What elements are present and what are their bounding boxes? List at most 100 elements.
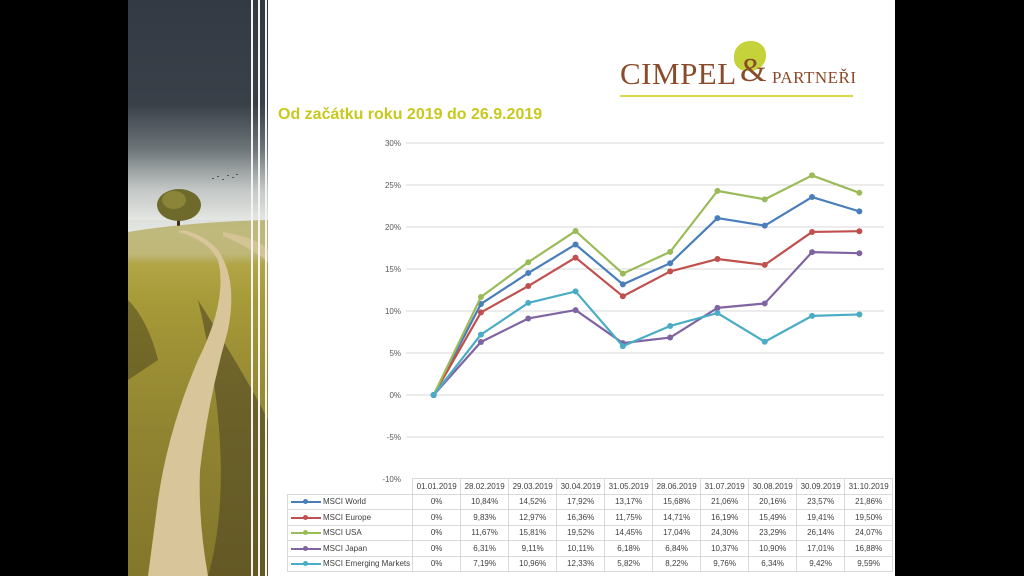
- data-label: 15,49%: [748, 509, 798, 526]
- decorative-line: [265, 0, 267, 576]
- data-point: [856, 311, 863, 318]
- decorative-line: [258, 0, 260, 576]
- data-label: 15,81%: [508, 524, 558, 541]
- data-label: 9,42%: [796, 555, 846, 572]
- data-label: 13,17%: [604, 493, 654, 510]
- data-label: 15,68%: [652, 493, 702, 510]
- data-point: [856, 189, 863, 196]
- data-label: 9,11%: [508, 540, 558, 557]
- data-label: 14,45%: [604, 524, 654, 541]
- series-msci-europe: [430, 228, 863, 398]
- data-point: [667, 260, 674, 267]
- y-tick-label: 0%: [389, 391, 401, 400]
- field-path-image: [128, 110, 268, 576]
- data-label: 10,84%: [460, 493, 510, 510]
- data-label: 12,97%: [508, 509, 558, 526]
- data-point: [809, 312, 816, 319]
- series-line: [432, 251, 860, 396]
- data-point: [572, 288, 579, 295]
- legend-key-icon: [291, 499, 321, 505]
- data-point: [525, 270, 532, 277]
- x-tick-label: 30.08.2019: [748, 478, 798, 495]
- data-label: 20,16%: [748, 493, 798, 510]
- x-tick-label: 31.05.2019: [604, 478, 654, 495]
- data-point: [667, 268, 674, 275]
- x-tick-label: 30.04.2019: [556, 478, 606, 495]
- leaf-icon: [734, 41, 766, 71]
- dirt-path: [148, 230, 232, 576]
- data-point: [809, 172, 816, 179]
- data-label: 9,59%: [844, 555, 894, 572]
- legend-entry: MSCI USA: [286, 524, 414, 541]
- data-point: [572, 241, 579, 248]
- x-tick-label: 31.07.2019: [700, 478, 750, 495]
- data-label: 7,19%: [460, 555, 510, 572]
- data-label: 11,67%: [460, 524, 510, 541]
- data-point: [619, 293, 626, 300]
- logo-brand: CIMPEL: [620, 56, 737, 91]
- data-point: [809, 228, 816, 235]
- data-label: 14,71%: [652, 509, 702, 526]
- logo-partners: PARTNEŘI: [772, 68, 857, 87]
- data-point: [572, 254, 579, 261]
- data-point: [430, 392, 437, 398]
- data-label: 6,18%: [604, 540, 654, 557]
- data-label: 9,83%: [460, 509, 510, 526]
- legend-entry: MSCI Europe: [286, 509, 414, 526]
- series-msci-usa: [430, 172, 863, 398]
- data-point: [477, 309, 484, 316]
- data-point: [477, 331, 484, 338]
- data-point: [572, 228, 579, 235]
- line-chart: 30% 25% 20% 15% 10% 5% 0% -5% -10%: [382, 139, 884, 484]
- data-label: 23,29%: [748, 524, 798, 541]
- legend-entry: MSCI Emerging Markets: [286, 555, 414, 572]
- data-label: 10,37%: [700, 540, 750, 557]
- y-tick-label: 5%: [389, 349, 401, 358]
- legend-label: MSCI Emerging Markets: [323, 559, 411, 569]
- data-label: 24,30%: [700, 524, 750, 541]
- data-point: [809, 249, 816, 256]
- slide: CIMPEL & PARTNEŘI Od začátku roku 2019 d…: [128, 0, 895, 576]
- legend-key-icon: [291, 530, 321, 536]
- table-header-row: 01.01.2019 28.02.2019 29.03.2019 30.04.2019…: [288, 478, 894, 495]
- table-row: MSCI USA 0% 11,67% 15,81% 19,52% 14,45% 17,04%…: [286, 524, 894, 541]
- data-point: [761, 338, 768, 345]
- data-label: 24,07%: [844, 524, 894, 541]
- legend-key-icon: [291, 561, 321, 567]
- table-row: MSCI Japan 0% 6,31% 9,11% 10,11% 6,18% 6,84% 10…: [286, 540, 894, 557]
- data-label: 16,36%: [556, 509, 606, 526]
- data-label: 17,01%: [796, 540, 846, 557]
- data-point: [477, 338, 484, 345]
- x-tick-label: 28.06.2019: [652, 478, 702, 495]
- birds: [212, 174, 238, 180]
- data-point: [667, 248, 674, 255]
- data-point: [667, 322, 674, 329]
- data-label: 17,04%: [652, 524, 702, 541]
- series-line: [432, 230, 860, 396]
- data-label: 10,96%: [508, 555, 558, 572]
- data-point: [761, 222, 768, 229]
- y-tick-label: 25%: [385, 181, 401, 190]
- data-table: 01.01.2019 28.02.2019 29.03.2019 30.04.2019…: [286, 478, 894, 572]
- x-tick-label: 01.01.2019: [412, 478, 462, 495]
- series-msci-emerging-markets: [430, 288, 863, 398]
- data-label: 6,34%: [748, 555, 798, 572]
- data-point: [761, 196, 768, 203]
- data-label: 0%: [412, 555, 462, 572]
- table-row: MSCI Europe 0% 9,83% 12,97% 16,36% 11,75% 14,7…: [286, 509, 894, 526]
- data-point: [572, 307, 579, 314]
- data-label: 0%: [412, 493, 462, 510]
- data-label: 8,22%: [652, 555, 702, 572]
- data-label: 16,19%: [700, 509, 750, 526]
- data-label: 0%: [412, 509, 462, 526]
- data-label: 19,41%: [796, 509, 846, 526]
- data-point: [619, 343, 626, 350]
- data-label: 19,50%: [844, 509, 894, 526]
- data-point: [761, 261, 768, 268]
- x-tick-label: 30.09.2019: [796, 478, 846, 495]
- data-point: [714, 187, 721, 194]
- data-label: 6,84%: [652, 540, 702, 557]
- data-point: [856, 250, 863, 257]
- data-label: 6,31%: [460, 540, 510, 557]
- data-label: 9,76%: [700, 555, 750, 572]
